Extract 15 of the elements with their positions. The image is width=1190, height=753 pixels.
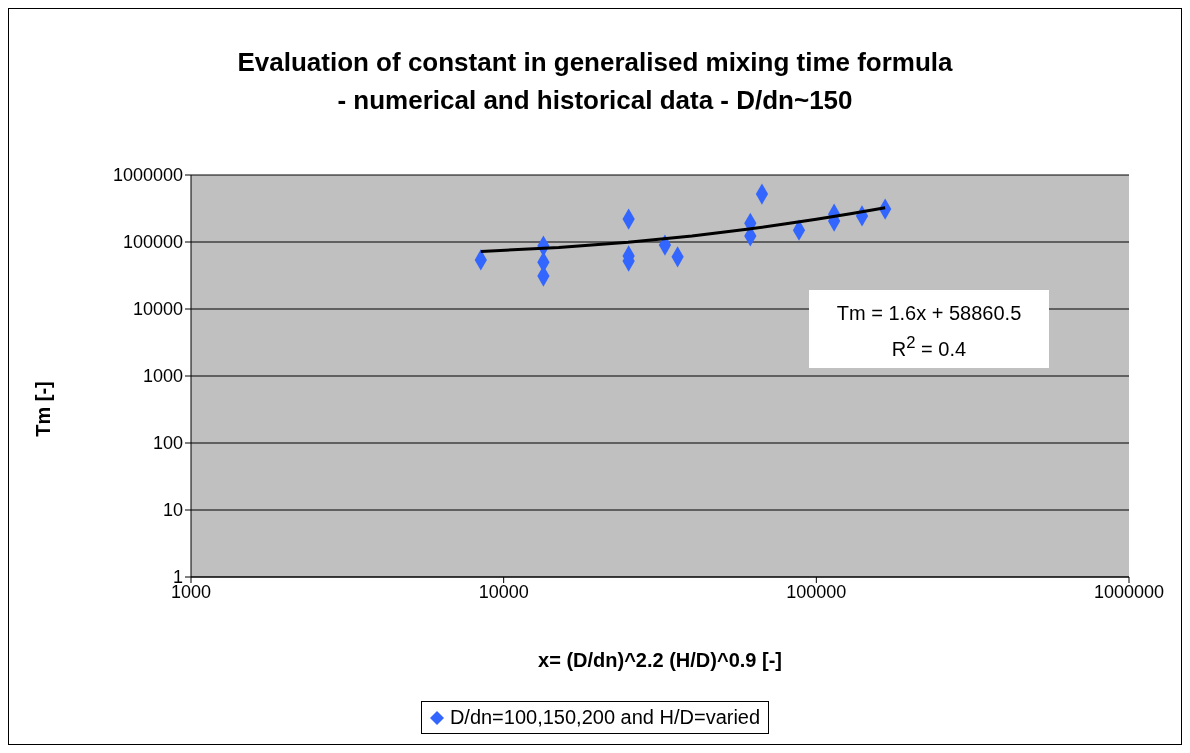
y-tick-label: 1000000 <box>112 165 183 186</box>
legend-label: D/dn=100,150,200 and H/D=varied <box>449 706 761 729</box>
y-axis-title: Tm [-] <box>31 381 55 437</box>
y-tick-label: 10000 <box>132 299 183 320</box>
x-axis-title: x= (D/dn)^2.2 (H/D)^0.9 [-] <box>537 649 783 672</box>
y-tick-label: 10 <box>162 500 183 521</box>
chart-title: Evaluation of constant in generalised mixing time formula - numerical and historical data - D/dn~150 <box>236 46 954 117</box>
y-tick-label: 1000 <box>142 366 183 387</box>
y-tick-label: 100000 <box>122 232 183 253</box>
x-tick-label: 100000 <box>786 581 847 602</box>
x-tick-label: 10000 <box>478 581 529 602</box>
annotation: R$^{2}$ = 0.4 <box>890 332 968 362</box>
y-tick-label: 100 <box>152 433 183 454</box>
x-tick-label: 1000000 <box>1093 581 1165 602</box>
annotation: Tm = 1.6x + 58860.5 <box>835 301 1023 326</box>
